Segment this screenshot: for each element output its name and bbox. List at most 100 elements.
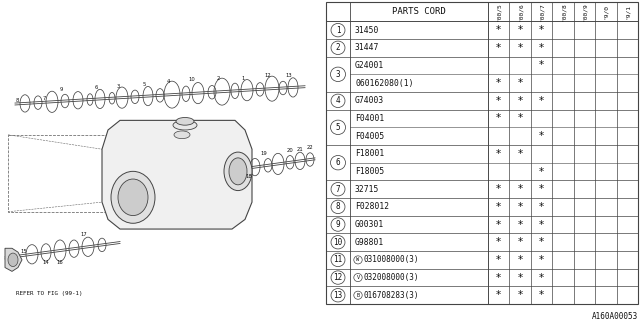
- Ellipse shape: [174, 131, 190, 139]
- Text: 32715: 32715: [355, 185, 380, 194]
- Text: 1: 1: [336, 26, 340, 35]
- Text: *: *: [539, 25, 544, 35]
- Text: 16: 16: [56, 260, 63, 265]
- Text: *: *: [518, 273, 523, 283]
- Text: *: *: [518, 184, 523, 194]
- Text: 8: 8: [336, 202, 340, 212]
- Text: *: *: [496, 290, 501, 300]
- Text: '00/8: '00/8: [561, 2, 566, 21]
- Text: 31450: 31450: [355, 26, 380, 35]
- Text: *: *: [539, 184, 544, 194]
- Text: REFER TO FIG (99-1): REFER TO FIG (99-1): [16, 292, 83, 296]
- Text: *: *: [539, 273, 544, 283]
- Text: 060162080(1): 060162080(1): [355, 79, 413, 88]
- Text: 3: 3: [116, 84, 120, 89]
- Text: '00/5: '00/5: [496, 2, 501, 21]
- Text: 31447: 31447: [355, 43, 380, 52]
- Text: *: *: [539, 202, 544, 212]
- Text: W: W: [356, 257, 360, 262]
- Text: *: *: [496, 149, 501, 159]
- Text: F18005: F18005: [355, 167, 384, 176]
- Text: 6: 6: [336, 158, 340, 167]
- Text: F18001: F18001: [355, 149, 384, 158]
- Text: G00301: G00301: [355, 220, 384, 229]
- Text: *: *: [539, 237, 544, 247]
- Text: 17: 17: [81, 232, 88, 237]
- Text: *: *: [539, 96, 544, 106]
- Text: *: *: [539, 131, 544, 141]
- Text: 032008000(3): 032008000(3): [364, 273, 419, 282]
- Text: *: *: [518, 255, 523, 265]
- Ellipse shape: [224, 152, 252, 191]
- Text: 1: 1: [241, 76, 244, 81]
- Text: *: *: [496, 78, 501, 88]
- Bar: [326, 2, 638, 304]
- Text: *: *: [539, 255, 544, 265]
- Text: *: *: [518, 220, 523, 229]
- Text: 14: 14: [43, 260, 49, 265]
- Text: 19: 19: [260, 151, 268, 156]
- Text: '00/6: '00/6: [518, 2, 523, 21]
- Polygon shape: [102, 120, 252, 229]
- Text: 7: 7: [336, 185, 340, 194]
- Text: 18: 18: [246, 174, 252, 179]
- Text: 21: 21: [296, 147, 303, 152]
- Text: G24001: G24001: [355, 61, 384, 70]
- Text: *: *: [518, 43, 523, 53]
- Text: 3: 3: [336, 70, 340, 79]
- Text: 5: 5: [336, 123, 340, 132]
- Text: *: *: [539, 43, 544, 53]
- Text: 9: 9: [60, 87, 63, 92]
- Text: 5: 5: [142, 82, 146, 87]
- Text: 15: 15: [20, 249, 28, 254]
- Text: *: *: [539, 166, 544, 177]
- Text: *: *: [518, 202, 523, 212]
- Text: *: *: [496, 43, 501, 53]
- Text: *: *: [496, 25, 501, 35]
- Text: 10: 10: [189, 77, 195, 82]
- Text: 2: 2: [336, 43, 340, 52]
- Text: 10: 10: [333, 238, 342, 247]
- Text: 22: 22: [307, 146, 314, 150]
- Text: 11: 11: [333, 255, 342, 264]
- Text: *: *: [518, 149, 523, 159]
- Text: V: V: [356, 275, 360, 280]
- Bar: [8, 135, 116, 212]
- Text: *: *: [518, 78, 523, 88]
- Text: F04005: F04005: [355, 132, 384, 141]
- Text: 031008000(3): 031008000(3): [364, 255, 419, 264]
- Text: 016708283(3): 016708283(3): [364, 291, 419, 300]
- Text: 13: 13: [333, 291, 342, 300]
- Text: 4: 4: [336, 96, 340, 105]
- Text: G98801: G98801: [355, 238, 384, 247]
- Text: 20: 20: [287, 148, 293, 153]
- Text: *: *: [496, 202, 501, 212]
- Text: 2: 2: [216, 76, 220, 81]
- Text: F028012: F028012: [355, 202, 389, 212]
- Text: 8: 8: [15, 98, 19, 103]
- Text: *: *: [496, 184, 501, 194]
- Text: 12: 12: [264, 73, 271, 78]
- Text: 6: 6: [94, 85, 98, 90]
- Text: *: *: [496, 114, 501, 124]
- Text: *: *: [496, 220, 501, 229]
- Text: F04001: F04001: [355, 114, 384, 123]
- Text: *: *: [496, 237, 501, 247]
- Text: 9: 9: [336, 220, 340, 229]
- Text: *: *: [518, 96, 523, 106]
- Text: *: *: [496, 255, 501, 265]
- Text: '9/1: '9/1: [625, 4, 630, 19]
- Text: *: *: [496, 273, 501, 283]
- Text: '9/0: '9/0: [604, 4, 609, 19]
- Text: '00/9: '00/9: [582, 2, 587, 21]
- Text: 12: 12: [333, 273, 342, 282]
- Text: A160A00053: A160A00053: [592, 312, 638, 320]
- Text: *: *: [496, 96, 501, 106]
- Text: PARTS CORD: PARTS CORD: [392, 7, 446, 16]
- Ellipse shape: [229, 158, 247, 185]
- Text: G74003: G74003: [355, 96, 384, 105]
- Text: 7: 7: [42, 96, 45, 101]
- Text: *: *: [518, 25, 523, 35]
- Text: *: *: [518, 290, 523, 300]
- Ellipse shape: [111, 171, 155, 223]
